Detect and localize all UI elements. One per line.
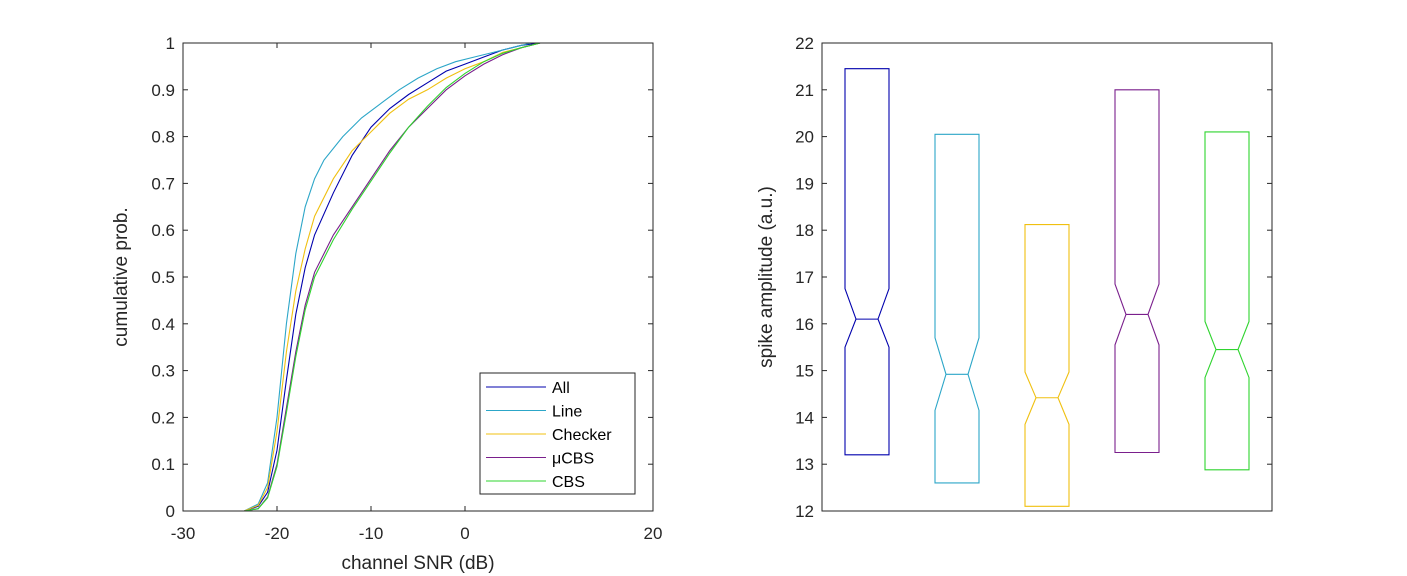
boxplot-panel: 12 13 14 15 16 17 18 19 20 21 22 spike amplitude (… [756,34,1273,521]
y-tick-label: 0.1 [151,455,175,474]
y-tick-label: 12 [795,502,814,521]
y-tick-label: 0 [166,502,175,521]
boxplot-plot-area [822,43,1272,511]
cdf-y-axis-label: cumulative prob. [111,207,132,346]
x-tick-label: -20 [265,524,290,543]
y-tick-label: 15 [795,362,814,381]
y-tick-label: 20 [795,128,814,147]
cdf-curves [243,42,574,512]
box-0 [844,68,890,456]
x-tick-label: 20 [644,524,663,543]
y-tick-label: 0.8 [151,128,175,147]
x-tick-label: -30 [171,524,196,543]
legend-label: Line [552,404,582,421]
x-tick-label: 0 [460,524,469,543]
y-tick-label: 0.6 [151,221,175,240]
y-tick-label: 17 [795,268,814,287]
y-tick-label: 0.5 [151,268,175,287]
y-tick-label: 1 [166,34,175,53]
y-tick-label: 16 [795,315,814,334]
y-tick-label: 0.4 [151,315,175,334]
legend-label: μCBS [552,451,594,468]
box-1 [934,133,980,484]
y-tick-label: 0.2 [151,408,175,427]
y-tick-label: 0.7 [151,174,175,193]
y-tick-label: 13 [795,455,814,474]
y-tick-label: 0.3 [151,362,175,381]
cdf-panel: -30 -20 -10 0 20 0 0.1 0.2 0.3 0.4 0.5 0.6 0.7 0.8 0.9… [111,34,662,574]
y-tick-label: 14 [795,408,814,427]
y-tick-label: 19 [795,174,814,193]
boxplot-y-axis-label: spike amplitude (a.u.) [756,186,777,368]
boxes [844,68,1250,507]
y-tick-label: 22 [795,34,814,53]
y-tick-label: 18 [795,221,814,240]
box-2 [1024,224,1070,507]
cdf-x-axis-label: channel SNR (dB) [341,553,494,574]
legend-label: CBS [552,474,585,491]
x-tick-label: -10 [359,524,384,543]
legend-label: Checker [552,427,612,444]
boxplot-ticks: 12 13 14 15 16 17 18 19 20 21 22 [795,34,1272,521]
y-tick-label: 21 [795,81,814,100]
y-tick-label: 0.9 [151,81,175,100]
box-4 [1204,131,1250,471]
legend-label: All [552,380,570,397]
box-3 [1114,89,1160,454]
cdf-line-0 [243,42,574,512]
cdf-line-1 [243,42,569,512]
cdf-ticks: -30 -20 -10 0 20 0 0.1 0.2 0.3 0.4 0.5 0.6 0.7 0.8 0.9… [151,34,662,543]
cdf-line-4 [244,42,574,512]
legend: All Line Checker μCBS CBS [479,372,636,495]
